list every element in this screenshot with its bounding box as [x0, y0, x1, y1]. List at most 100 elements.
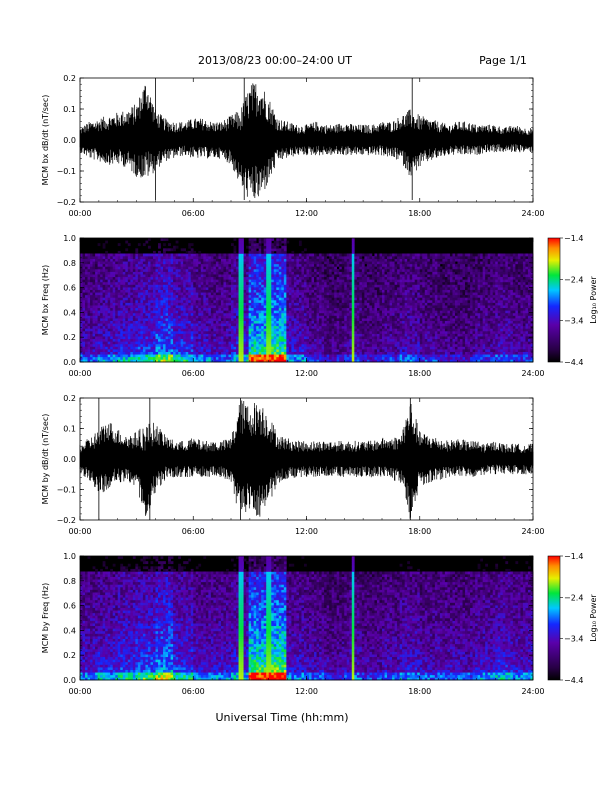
heatmap-cell	[278, 341, 282, 345]
heatmap-cell	[163, 354, 166, 358]
heatmap-cell	[178, 289, 181, 293]
heatmap-cell	[351, 320, 355, 324]
heatmap-cell	[233, 346, 237, 350]
heatmap-cell	[346, 315, 350, 319]
heatmap-cell	[90, 261, 93, 265]
heatmap-cell	[238, 305, 242, 309]
heatmap-cell	[160, 349, 164, 352]
heatmap-cell	[359, 271, 363, 275]
heatmap-cell	[256, 356, 259, 360]
heatmap-cell	[233, 238, 237, 241]
heatmap-cell	[147, 323, 151, 327]
heatmap-cell	[329, 253, 332, 257]
heatmap-cell	[190, 343, 194, 347]
heatmap-cell	[326, 331, 330, 334]
heatmap-cell	[271, 292, 275, 296]
heatmap-cell	[303, 331, 307, 334]
heatmap-cell	[170, 349, 174, 352]
heatmap-cell	[205, 359, 209, 363]
heatmap-cell	[130, 302, 134, 306]
heatmap-cell	[193, 266, 197, 270]
heatmap-cell	[90, 312, 93, 316]
heatmap-cell	[193, 325, 197, 329]
heatmap-cell	[288, 297, 292, 301]
heatmap-cell	[278, 359, 282, 363]
heatmap-cell	[336, 346, 340, 350]
heatmap-cell	[321, 269, 325, 272]
heatmap-cell	[135, 351, 139, 355]
heatmap-cell	[210, 261, 214, 265]
heatmap-cell	[293, 354, 297, 358]
heatmap-cell	[140, 331, 144, 334]
heatmap-cell	[110, 294, 114, 298]
heatmap-cell	[180, 325, 184, 329]
heatmap-cell	[258, 333, 262, 337]
heatmap-cell	[205, 258, 209, 262]
heatmap-cell	[135, 294, 139, 298]
heatmap-cell	[288, 333, 292, 337]
heatmap-cell	[208, 305, 212, 309]
heatmap-cell	[256, 310, 259, 314]
heatmap-cell	[220, 287, 224, 290]
heatmap-cell	[145, 263, 149, 267]
heatmap-cell	[193, 279, 197, 283]
heatmap-cell	[85, 300, 88, 303]
heatmap-cell	[278, 248, 282, 252]
heatmap-cell	[283, 302, 287, 306]
x-tick-label: 24:00	[521, 209, 544, 218]
heatmap-cell	[150, 261, 154, 265]
heatmap-cell	[195, 336, 199, 340]
heatmap-cell	[165, 297, 169, 301]
heatmap-cell	[82, 343, 86, 347]
heatmap-cell	[82, 302, 86, 306]
heatmap-cell	[268, 266, 272, 270]
heatmap-cell	[283, 294, 287, 298]
heatmap-cell	[112, 359, 116, 363]
heatmap-cell	[105, 336, 108, 340]
heatmap-cell	[213, 338, 217, 342]
heatmap-cell	[278, 269, 282, 272]
heatmap-cell	[238, 261, 242, 265]
heatmap-cell	[208, 300, 212, 303]
heatmap-cell	[125, 331, 129, 334]
heatmap-cell	[163, 351, 166, 355]
heatmap-cell	[296, 318, 300, 321]
heatmap-cell	[296, 266, 300, 270]
heatmap-cell	[82, 359, 86, 363]
heatmap-cell	[195, 284, 199, 288]
heatmap-cell	[115, 263, 119, 267]
heatmap-cell	[301, 338, 305, 342]
heatmap-cell	[225, 312, 229, 316]
heatmap-cell	[107, 271, 111, 275]
heatmap-cell	[324, 300, 327, 303]
heatmap-cell	[331, 354, 335, 358]
heatmap-cell	[150, 276, 154, 280]
heatmap-cell	[236, 292, 239, 296]
heatmap-cell	[105, 276, 108, 280]
heatmap-cell	[158, 305, 161, 309]
heatmap-cell	[271, 356, 275, 360]
heatmap-cell	[152, 343, 156, 347]
heatmap-cell	[142, 323, 146, 327]
heatmap-cell	[225, 305, 229, 309]
heatmap-cell	[135, 349, 139, 352]
heatmap-cell	[288, 266, 292, 270]
heatmap-cell	[145, 266, 149, 270]
heatmap-cell	[273, 294, 277, 298]
heatmap-cell	[278, 333, 282, 337]
heatmap-cell	[150, 351, 154, 355]
heatmap-cell	[105, 253, 108, 257]
heatmap-cell	[238, 284, 242, 288]
heatmap-cell	[140, 263, 144, 267]
heatmap-cell	[178, 269, 181, 272]
heatmap-cell	[205, 343, 209, 347]
heatmap-cell	[208, 271, 212, 275]
heatmap-cell	[200, 289, 204, 293]
heatmap-cell	[135, 250, 139, 254]
heatmap-cell	[155, 305, 159, 309]
heatmap-cell	[278, 302, 282, 306]
heatmap-cell	[102, 258, 106, 262]
heatmap-cell	[215, 315, 219, 319]
heatmap-cell	[135, 300, 139, 303]
heatmap-cell	[175, 287, 179, 290]
